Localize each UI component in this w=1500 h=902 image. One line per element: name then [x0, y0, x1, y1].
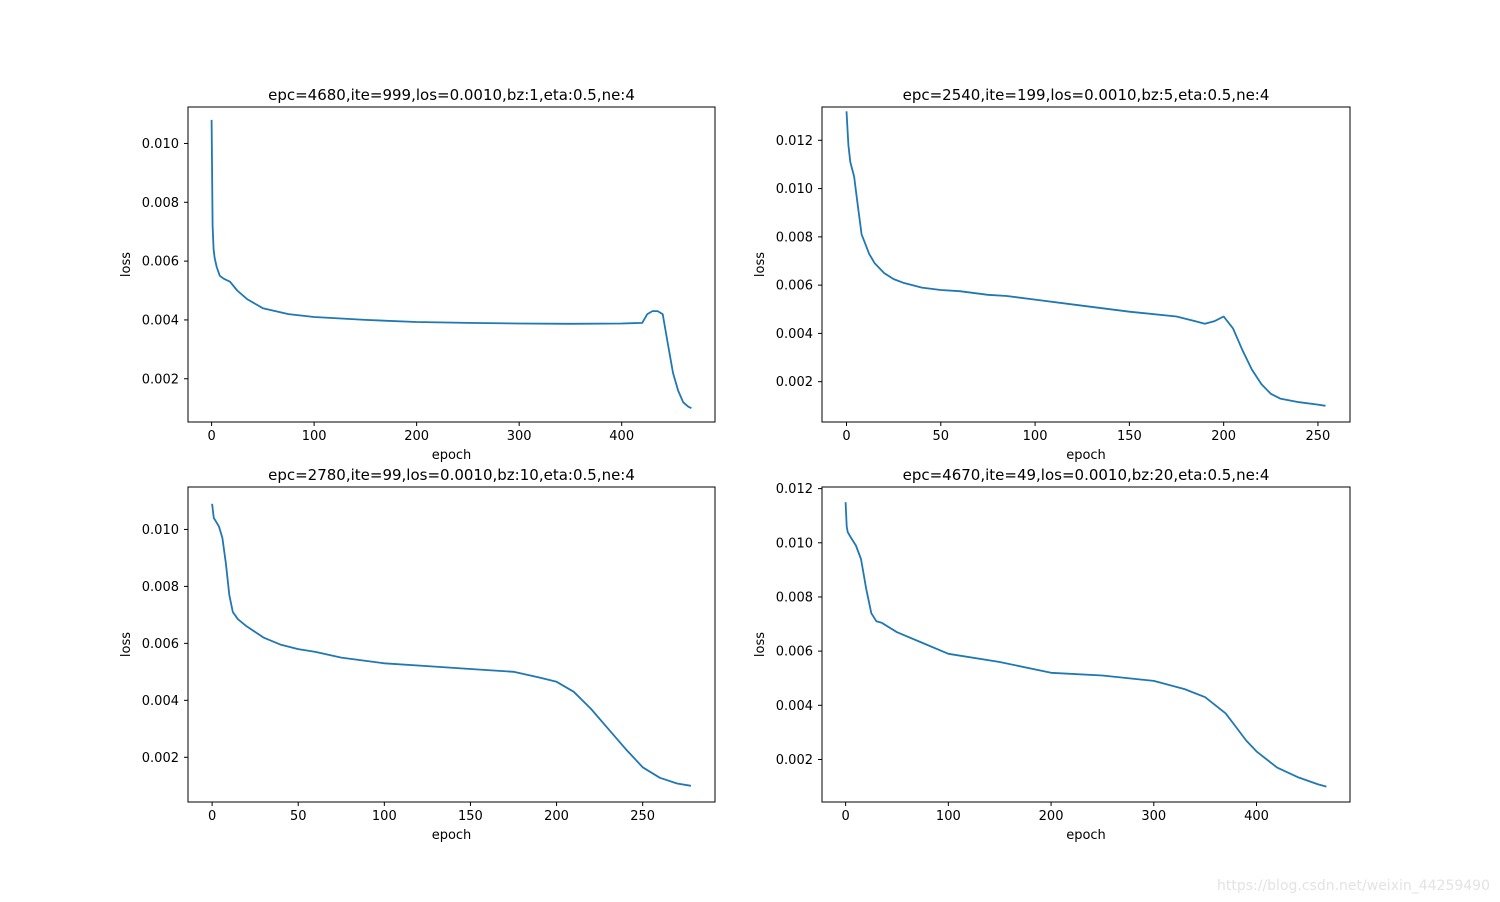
y-axis-label: loss	[119, 252, 134, 277]
axes-frame	[187, 106, 716, 423]
y-tick-label: 0.002	[776, 753, 813, 768]
y-axis-label: loss	[753, 252, 768, 277]
axes-frame	[821, 106, 1351, 423]
y-tick-label: 0.002	[776, 375, 813, 390]
x-tick-label: 50	[933, 429, 950, 444]
subplot-3: 0 50 100 150 200 250 0.002 0.004 0.006 0.008 0.010…	[119, 466, 716, 843]
series-line-1	[210, 119, 692, 410]
x-tick-label: 200	[1039, 809, 1064, 824]
series-line-1	[845, 111, 1326, 407]
y-tick-label: 0.006	[776, 645, 813, 660]
x-tick-label: 100	[936, 809, 961, 824]
x-tick-label: 200	[404, 429, 429, 444]
y-tick-label: 0.006	[142, 255, 179, 270]
x-tick-label: 400	[1244, 809, 1269, 824]
subplot-title: epc=4680,ite=999,los=0.0010,bz:1,eta:0.5…	[268, 86, 635, 104]
y-tick-label: 0.010	[142, 137, 179, 152]
x-axis-label: epoch	[1066, 448, 1106, 463]
x-tick-label: 0	[207, 429, 215, 444]
x-tick-label: 300	[507, 429, 532, 444]
y-tick-label: 0.002	[142, 751, 179, 766]
y-tick-label: 0.010	[142, 523, 179, 538]
x-tick-label: 150	[1117, 429, 1142, 444]
x-tick-label: 100	[1023, 429, 1048, 444]
x-tick-label: 100	[372, 809, 397, 824]
x-tick-label: 300	[1141, 809, 1166, 824]
x-tick-label: 100	[302, 429, 327, 444]
watermark: https://blog.csdn.net/weixin_44259490	[1216, 878, 1490, 894]
y-tick-label: 0.004	[142, 313, 179, 328]
subplot-4: 0 100 200 300 400 0.002 0.004 0.006 0.008 0.010 0.…	[753, 466, 1351, 843]
x-axis-label: epoch	[432, 448, 472, 463]
y-tick-label: 0.002	[142, 372, 179, 387]
x-tick-label: 0	[842, 429, 850, 444]
y-tick-label: 0.004	[776, 327, 813, 342]
y-tick-label: 0.012	[776, 482, 813, 497]
x-tick-label: 250	[1306, 429, 1331, 444]
x-tick-label: 0	[208, 809, 216, 824]
subplot-title: epc=2780,ite=99,los=0.0010,bz:10,eta:0.5…	[268, 466, 635, 484]
subplot-1: 0 100 200 300 400 0.002 0.004 0.006 0.008 0.010 ep…	[119, 86, 716, 463]
y-tick-label: 0.010	[776, 536, 813, 551]
y-axis-label: loss	[119, 632, 134, 657]
y-tick-label: 0.008	[776, 590, 813, 605]
y-tick-label: 0.004	[142, 694, 179, 709]
x-tick-label: 250	[630, 809, 655, 824]
y-tick-label: 0.012	[776, 134, 813, 149]
subplot-title: epc=2540,ite=199,los=0.0010,bz:5,eta:0.5…	[903, 86, 1270, 104]
y-tick-label: 0.008	[776, 230, 813, 245]
y-tick-label: 0.004	[776, 699, 813, 714]
axes-frame	[187, 486, 716, 803]
axes-frame	[821, 486, 1351, 803]
x-axis-label: epoch	[1066, 828, 1106, 843]
x-tick-label: 150	[458, 809, 483, 824]
series-line-1	[211, 503, 692, 787]
y-tick-label: 0.008	[142, 580, 179, 595]
subplot-2: 0 50 100 150 200 250 0.002 0.004 0.006 0.008 0.010…	[753, 86, 1351, 463]
subplot-title: epc=4670,ite=49,los=0.0010,bz:20,eta:0.5…	[903, 466, 1270, 484]
x-axis-label: epoch	[432, 828, 472, 843]
x-tick-label: 200	[544, 809, 569, 824]
y-tick-label: 0.006	[142, 637, 179, 652]
x-tick-label: 0	[841, 809, 849, 824]
x-tick-label: 400	[609, 429, 634, 444]
x-tick-label: 50	[290, 809, 307, 824]
y-tick-label: 0.010	[776, 182, 813, 197]
y-axis-label: loss	[753, 632, 768, 657]
series-line-1	[844, 502, 1327, 788]
y-tick-label: 0.006	[776, 279, 813, 294]
y-tick-label: 0.008	[142, 196, 179, 211]
x-tick-label: 200	[1211, 429, 1236, 444]
